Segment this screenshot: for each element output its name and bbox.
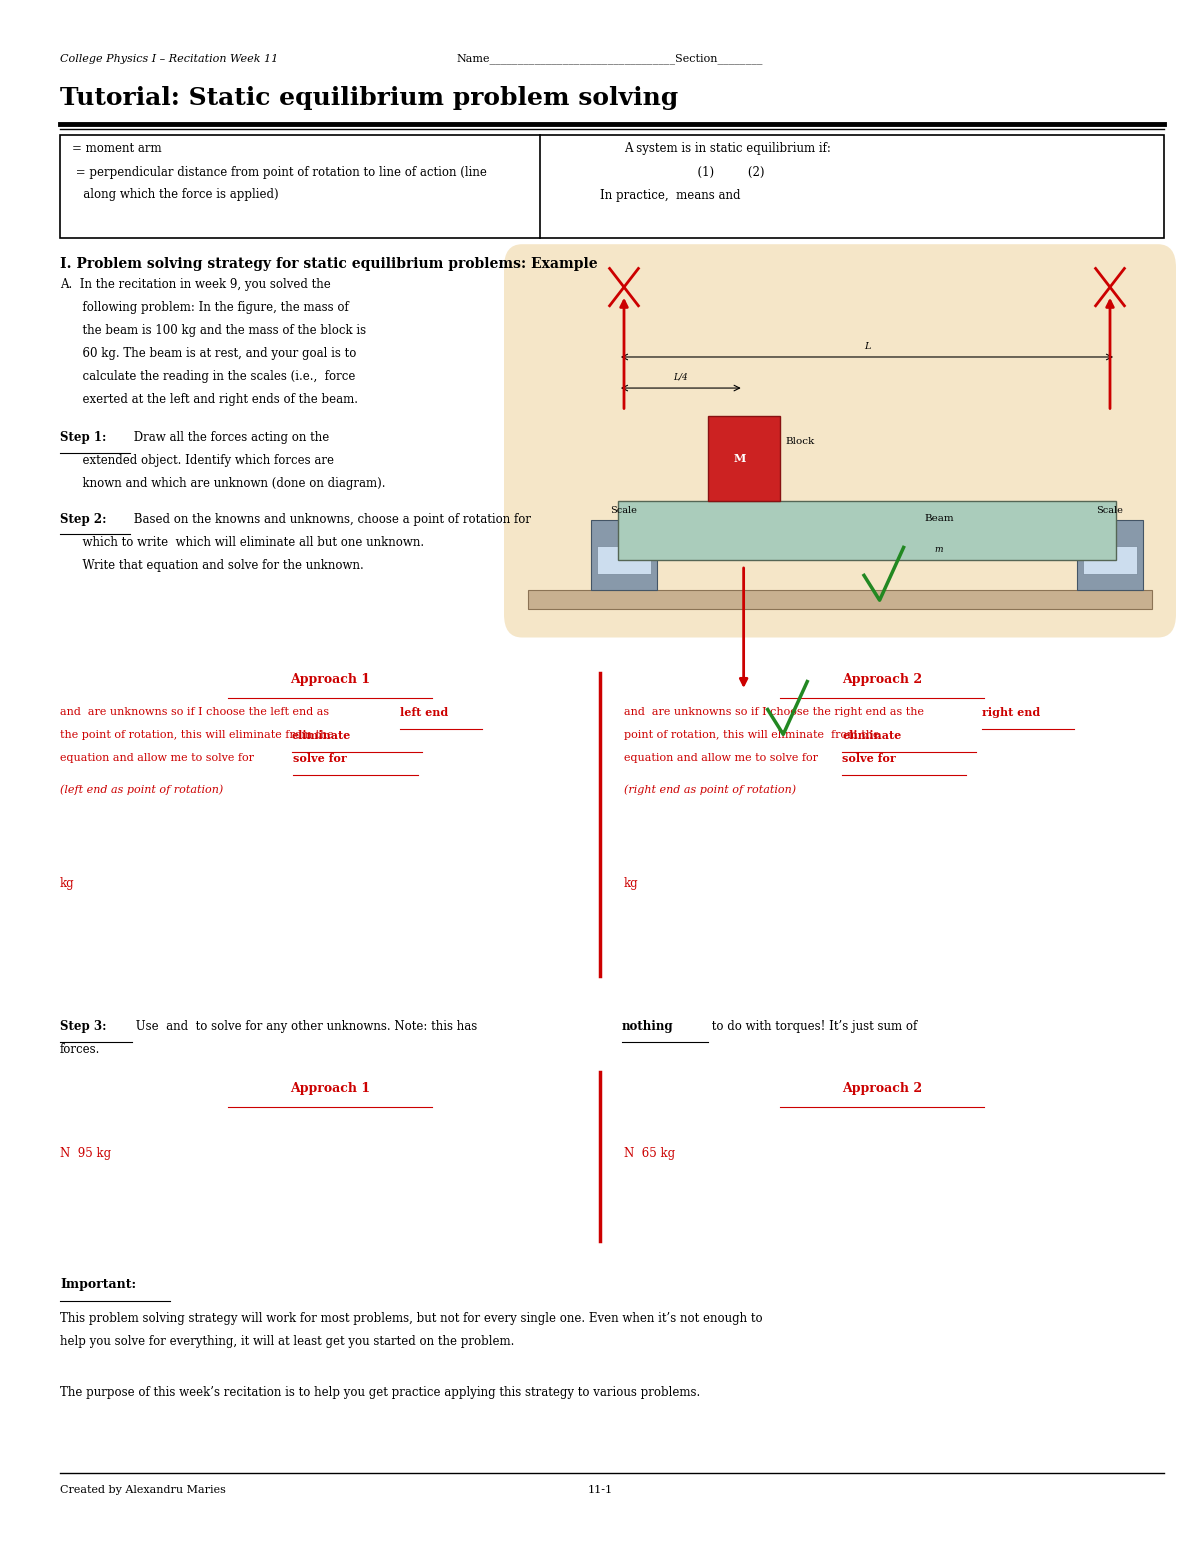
Text: M: M [734, 453, 746, 464]
Text: kg: kg [624, 877, 638, 890]
Text: and  are unknowns so if I choose the left end as: and are unknowns so if I choose the left… [60, 708, 329, 717]
Text: nothing: nothing [622, 1020, 673, 1033]
Text: = perpendicular distance from point of rotation to line of action (line: = perpendicular distance from point of r… [72, 166, 487, 179]
Text: Name_________________________________Section________: Name_________________________________Sec… [456, 53, 762, 64]
Text: to do with torques! It’s just sum of: to do with torques! It’s just sum of [708, 1020, 917, 1033]
Text: extended object. Identify which forces are: extended object. Identify which forces a… [60, 455, 334, 467]
Text: I. Problem solving strategy for static equilibrium problems: Example: I. Problem solving strategy for static e… [60, 258, 598, 272]
Text: (1)         (2): (1) (2) [660, 166, 764, 179]
Bar [708, 416, 780, 502]
Text: equation and allow me to solve for: equation and allow me to solve for [624, 753, 818, 764]
Text: Tutorial: Static equilibrium problem solving: Tutorial: Static equilibrium problem sol… [60, 85, 678, 110]
Text: The purpose of this week’s recitation is to help you get practice applying this : The purpose of this week’s recitation is… [60, 1387, 701, 1399]
Text: Scale: Scale [1097, 506, 1123, 516]
Text: help you solve for everything, it will at least get you started on the problem.: help you solve for everything, it will a… [60, 1336, 515, 1348]
Text: Scale: Scale [611, 506, 637, 516]
Text: solve for: solve for [842, 753, 896, 764]
Text: eliminate: eliminate [292, 730, 350, 741]
Text: solve for: solve for [293, 753, 347, 764]
Bar [1078, 520, 1142, 590]
Text: = moment arm: = moment arm [72, 143, 162, 155]
Text: point of rotation, this will eliminate  from the: point of rotation, this will eliminate f… [624, 730, 880, 741]
Text: and  are unknowns so if I choose the right end as the: and are unknowns so if I choose the righ… [624, 708, 924, 717]
Text: equation and allow me to solve for: equation and allow me to solve for [60, 753, 254, 764]
Text: Draw all the forces acting on the: Draw all the forces acting on the [130, 432, 329, 444]
Text: exerted at the left and right ends of the beam.: exerted at the left and right ends of th… [60, 393, 358, 405]
Text: Based on the knowns and unknowns, choose a point of rotation for: Based on the knowns and unknowns, choose… [130, 512, 530, 525]
Text: (right end as point of rotation): (right end as point of rotation) [624, 784, 796, 795]
Bar [598, 547, 650, 575]
Text: the point of rotation, this will eliminate from the: the point of rotation, this will elimina… [60, 730, 334, 741]
Text: following problem: In the figure, the mass of: following problem: In the figure, the ma… [60, 301, 349, 314]
Text: A system is in static equilibrium if:: A system is in static equilibrium if: [624, 143, 830, 155]
Text: (left end as point of rotation): (left end as point of rotation) [60, 784, 223, 795]
Text: Created by Alexandru Maries: Created by Alexandru Maries [60, 1485, 226, 1496]
Text: Approach 2: Approach 2 [842, 674, 922, 686]
Text: Approach 1: Approach 1 [290, 674, 370, 686]
Text: eliminate: eliminate [842, 730, 901, 741]
Text: Approach 2: Approach 2 [842, 1082, 922, 1095]
Text: the beam is 100 kg and the mass of the block is: the beam is 100 kg and the mass of the b… [60, 325, 366, 337]
Bar [1084, 547, 1138, 575]
Text: Beam: Beam [924, 514, 954, 523]
Text: left end: left end [400, 708, 448, 719]
Text: College Physics I – Recitation Week 11: College Physics I – Recitation Week 11 [60, 53, 278, 64]
Text: Use  and  to solve for any other unknowns. Note: this has: Use and to solve for any other unknowns.… [132, 1020, 481, 1033]
Text: Write that equation and solve for the unknown.: Write that equation and solve for the un… [60, 559, 364, 572]
Text: along which the force is applied): along which the force is applied) [72, 188, 278, 200]
Text: N  95 kg: N 95 kg [60, 1148, 112, 1160]
Text: Step 2:: Step 2: [60, 512, 107, 525]
Text: Step 3:: Step 3: [60, 1020, 107, 1033]
Text: 60 kg. The beam is at rest, and your goal is to: 60 kg. The beam is at rest, and your goa… [60, 346, 356, 360]
Text: Block: Block [786, 436, 815, 446]
Text: A.  In the recitation in week 9, you solved the: A. In the recitation in week 9, you solv… [60, 278, 331, 290]
Bar [618, 502, 1116, 561]
Text: right end: right end [982, 708, 1040, 719]
Text: calculate the reading in the scales (i.e.,  force: calculate the reading in the scales (i.e… [60, 370, 355, 382]
Text: which to write  which will eliminate all but one unknown.: which to write which will eliminate all … [60, 536, 424, 548]
Text: L: L [864, 342, 870, 351]
Text: forces.: forces. [60, 1044, 101, 1056]
Text: Step 1:: Step 1: [60, 432, 107, 444]
Text: This problem solving strategy will work for most problems, but not for every sin: This problem solving strategy will work … [60, 1312, 763, 1325]
Bar [592, 520, 658, 590]
Text: kg: kg [60, 877, 74, 890]
FancyBboxPatch shape [504, 244, 1176, 637]
Text: Important:: Important: [60, 1278, 136, 1291]
Bar [528, 590, 1152, 609]
Text: N  65 kg: N 65 kg [624, 1148, 676, 1160]
Text: Approach 1: Approach 1 [290, 1082, 370, 1095]
Text: known and which are unknown (done on diagram).: known and which are unknown (done on dia… [60, 477, 385, 491]
Text: In practice,  means and: In practice, means and [600, 189, 740, 202]
Text: m: m [935, 545, 943, 554]
Text: 11-1: 11-1 [588, 1485, 612, 1496]
Text: L/4: L/4 [673, 373, 688, 382]
